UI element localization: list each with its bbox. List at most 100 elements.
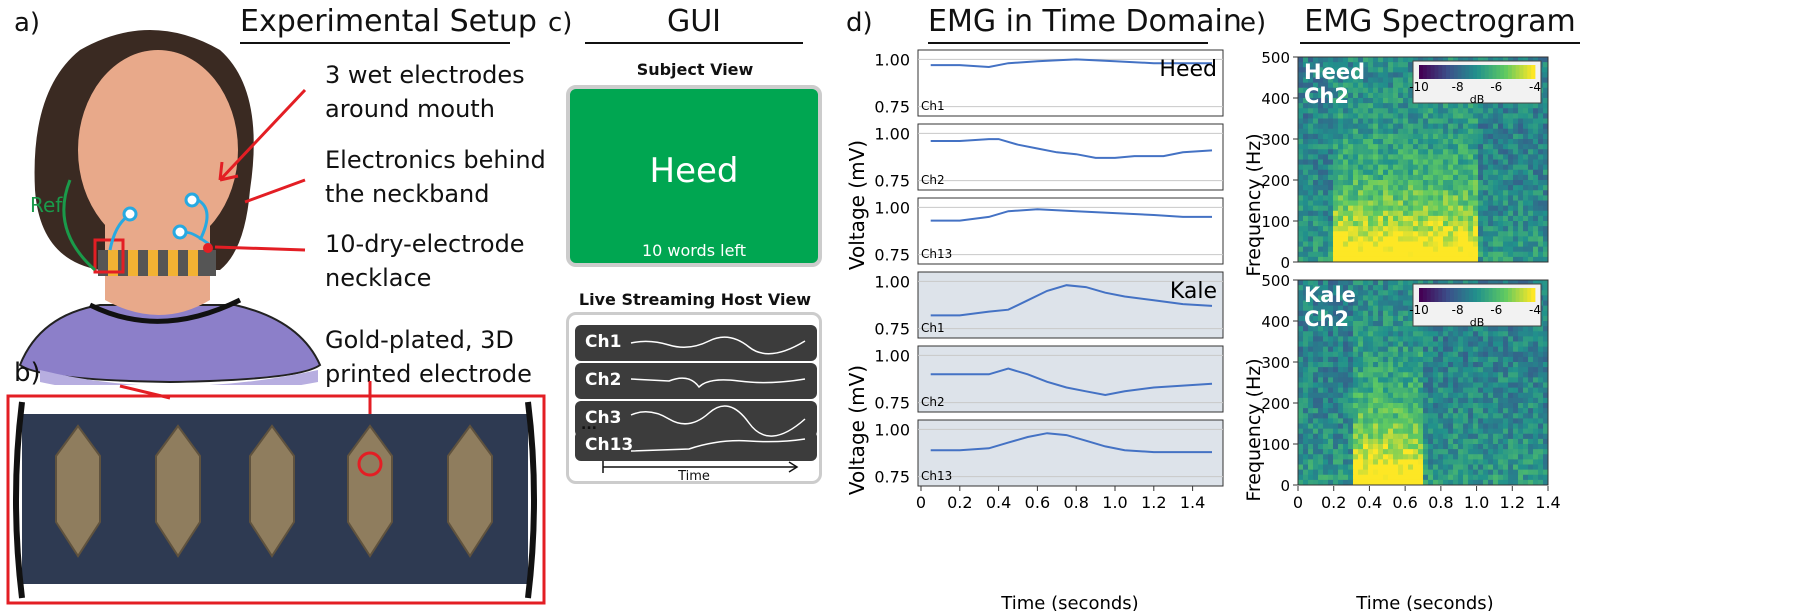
spectrogram-cell [1363,149,1369,155]
emg-series-line-heed-ch1 [930,58,1212,69]
spectrogram-cell [1398,423,1404,430]
colorbar-segment [1504,288,1509,302]
colorbar-tick-label: -6 [1490,303,1502,317]
spectrogram-cell [1348,367,1354,373]
spectrogram-cell [1408,280,1414,286]
spectrogram-cell [1423,397,1429,404]
spectrogram-cell [1398,256,1404,263]
spectrogram-cell [1383,123,1389,130]
spectrogram-cell [1503,195,1509,201]
spectrogram-cell [1368,251,1374,258]
spectrogram-cell [1528,351,1534,358]
spectrogram-cell [1508,479,1514,486]
spectrogram-cell [1503,251,1509,258]
spectrogram-cell [1488,164,1494,171]
spectrogram-cell [1493,190,1499,196]
spectrogram-cell [1418,241,1424,248]
spectrogram-cell [1488,403,1494,409]
spectrogram-cell [1383,87,1389,94]
spectrogram-cell [1338,77,1344,84]
spectrogram-cell [1393,154,1399,160]
spectrogram-cell [1403,139,1409,145]
spectrogram-cell [1338,215,1344,222]
spectrogram-cell [1318,226,1324,232]
spectrogram-cell [1508,336,1514,342]
colorbar-segment [1477,288,1482,302]
spectrogram-cell [1368,190,1374,196]
spectrogram-cell [1513,377,1519,383]
spectrogram-cell [1448,108,1454,114]
spectrogram-cell [1458,123,1464,130]
spectrogram-cell [1328,221,1334,227]
emg-series-line-kale-ch13 [930,432,1212,454]
spectrogram-cell [1318,241,1324,248]
spectrogram-cell [1448,123,1454,130]
spectrogram-cell [1323,210,1329,217]
spectrogram-cell [1543,159,1549,166]
spectrogram-cell [1533,185,1539,191]
spectrogram-cell [1478,149,1484,155]
spectrogram-cell [1368,459,1374,465]
spectrogram-cell [1323,433,1329,440]
spectrogram-cell [1408,251,1414,258]
spectrogram-cell [1333,377,1339,383]
spectrogram-cell [1323,149,1329,155]
spectrogram-cell [1423,128,1429,135]
spectrogram-cell [1343,154,1349,160]
spectrogram-cell [1308,367,1314,373]
spectrogram-cell [1353,454,1359,460]
spectrogram-cell [1423,474,1429,481]
emg-channel-label: Ch2 [921,395,945,409]
spectrogram-cell [1533,341,1539,348]
spectrogram-cell [1533,326,1539,332]
spectrogram-cell [1393,118,1399,125]
spectrogram-cell [1403,128,1409,135]
emg-ytick-label: 0.75 [874,394,910,413]
spectrogram-cell [1513,469,1519,476]
setup-title-rule [240,42,510,44]
spectrogram-cell [1338,418,1344,424]
spectrogram-cell [1483,474,1489,481]
spectrogram-cell [1518,108,1524,114]
spectrogram-cell [1488,226,1494,232]
spectrogram-cell [1528,413,1534,419]
spectrogram-cell [1518,336,1524,342]
spectrogram-cell [1448,444,1454,450]
spectrogram-cell [1353,326,1359,332]
spectrogram-cell [1368,423,1374,430]
spectrogram-cell [1333,87,1339,94]
spectrogram-cell [1333,362,1339,368]
spectrogram-cell [1358,149,1364,155]
spectrogram-cell [1543,469,1549,476]
spectrogram-cell [1348,180,1354,186]
spectrogram-cell [1503,418,1509,424]
spectrogram-cell [1453,144,1459,150]
spectrogram-cell [1543,428,1549,435]
spectrogram-cell [1303,351,1309,358]
spectrogram-cell [1393,341,1399,348]
spectrogram-cell [1538,454,1544,460]
spectrogram-cell [1543,205,1549,212]
spectrogram-cell [1493,118,1499,125]
spectrogram-cell [1408,444,1414,450]
spectrogram-cell [1443,139,1449,145]
spectrogram-title: EMG Spectrogram [1304,4,1576,39]
spectrogram-cell [1498,408,1504,414]
colorbar-segment [1477,65,1482,79]
spectrogram-cell [1318,195,1324,201]
spectrogram-cell [1393,362,1399,368]
spectrogram-cell [1343,454,1349,460]
spectrogram-cell [1508,236,1514,242]
spectrogram-cell [1348,185,1354,191]
spectrogram-cell [1333,397,1339,404]
spectrogram-cell [1313,438,1319,445]
spectrogram-cell [1468,433,1474,440]
spectrogram-cell [1408,331,1414,337]
spectrogram-cell [1473,246,1479,253]
spectrogram-cell [1408,87,1414,94]
spectrogram-cell [1378,190,1384,196]
spectrogram-cell [1493,464,1499,471]
spectrogram-cell [1428,341,1434,348]
spectrogram-cell [1523,236,1529,242]
spectrogram-cell [1458,195,1464,201]
